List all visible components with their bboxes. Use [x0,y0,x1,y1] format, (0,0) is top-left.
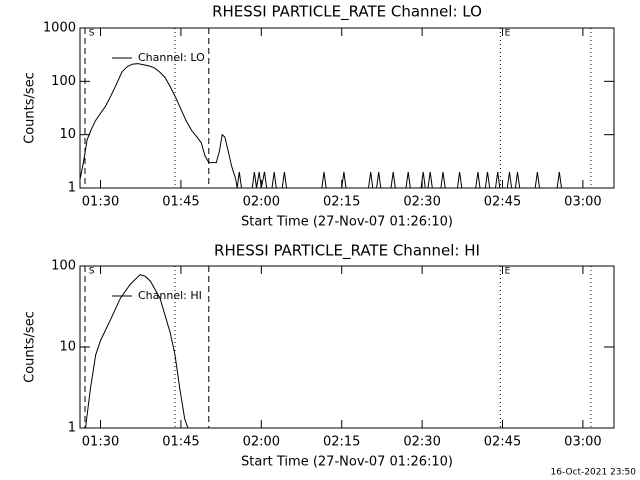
y-tick-label: 1 [68,181,76,196]
annotation: S [89,267,95,277]
annotation: S [89,29,95,39]
y-tick-label: 1 [68,421,76,436]
x-tick-label: 02:15 [323,195,360,210]
legend-label: Channel: LO [138,51,205,64]
data-line [85,274,189,428]
y-tick-label: 100 [51,74,76,89]
y-tick-label: 10 [59,340,76,355]
y-axis-label: Counts/sec [23,311,38,383]
x-tick-label: 02:45 [484,195,521,210]
x-tick-label: 02:45 [484,435,521,450]
annotation: E [505,29,511,39]
y-tick-label: 100 [51,259,76,274]
annotation: E [505,267,511,277]
x-tick-label: 03:00 [564,195,601,210]
x-tick-label: 02:00 [243,435,280,450]
data-line [80,63,562,188]
chart-title: RHESSI PARTICLE_RATE Channel: HI [214,242,480,261]
x-tick-label: 02:30 [403,195,440,210]
timestamp: 16-Oct-2021 23:50 [551,468,637,478]
y-tick-label: 10 [59,127,76,142]
x-tick-label: 01:30 [82,435,119,450]
legend-label: Channel: HI [138,289,202,302]
x-tick-label: 02:00 [243,195,280,210]
x-tick-label: 03:00 [564,435,601,450]
x-tick-label: 01:45 [162,435,199,450]
x-tick-label: 01:45 [162,195,199,210]
x-axis-label: Start Time (27-Nov-07 01:26:10) [241,455,453,470]
x-tick-label: 02:15 [323,435,360,450]
y-axis-label: Counts/sec [23,72,38,144]
y-tick-label: 1000 [43,21,76,36]
x-tick-label: 01:30 [82,195,119,210]
chart-title: RHESSI PARTICLE_RATE Channel: LO [212,3,482,22]
x-tick-label: 02:30 [403,435,440,450]
x-axis-label: Start Time (27-Nov-07 01:26:10) [241,215,453,230]
